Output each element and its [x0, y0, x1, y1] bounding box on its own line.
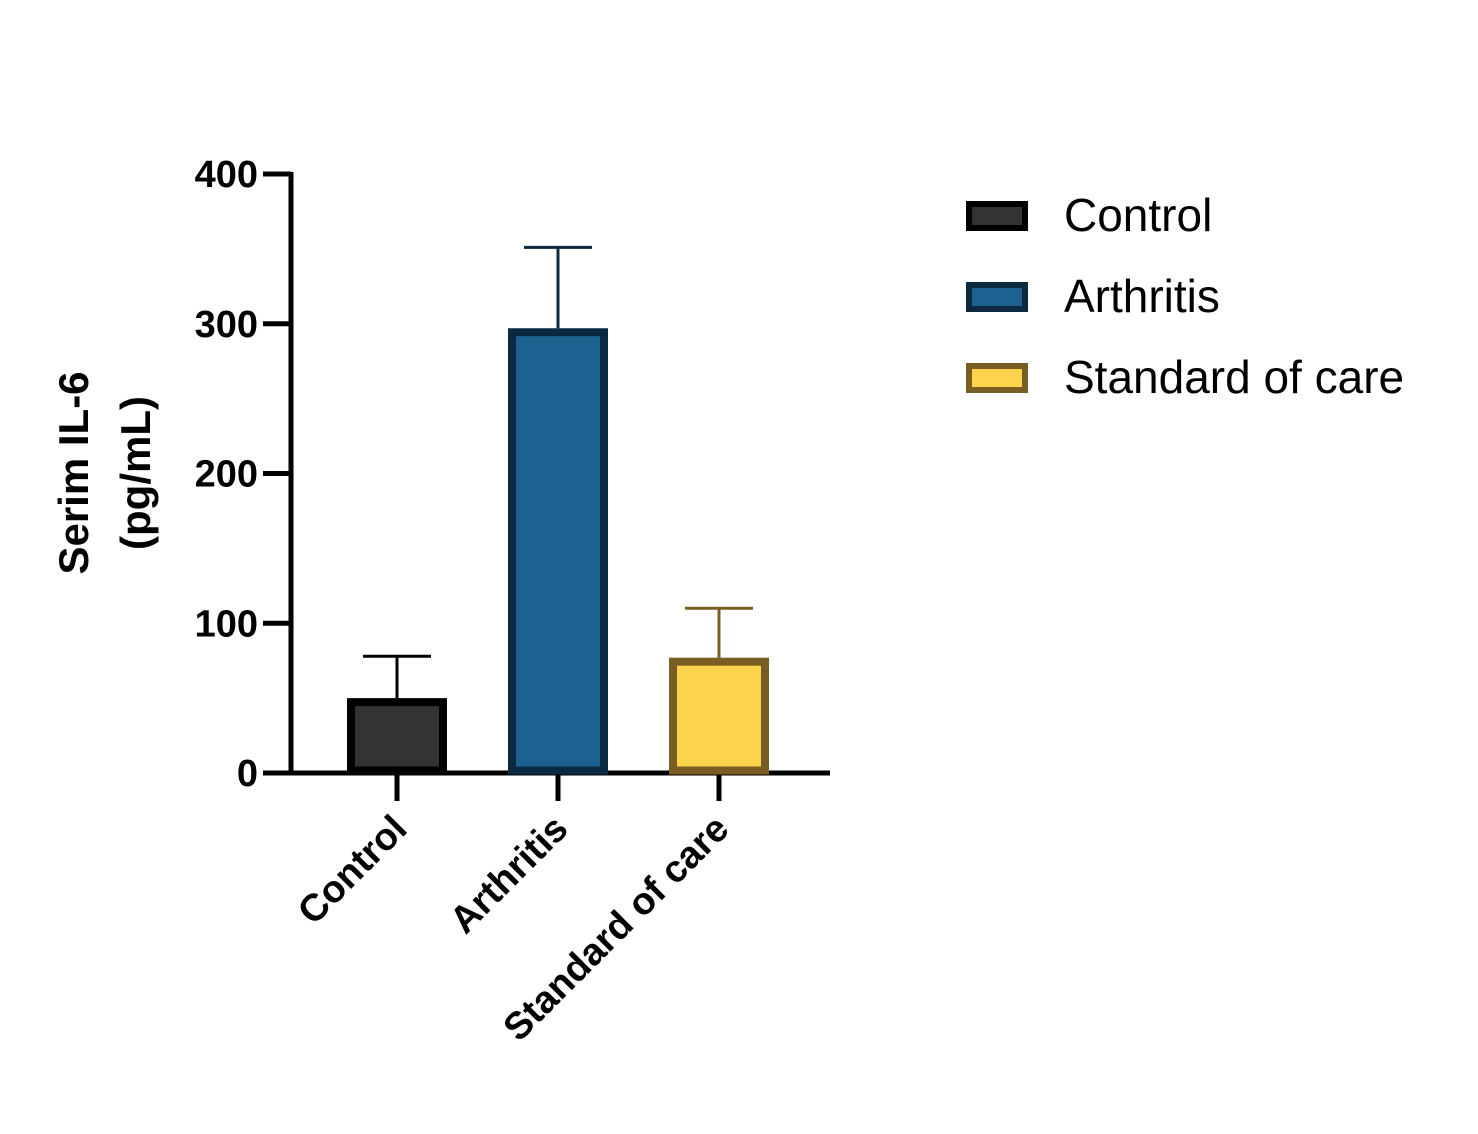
y-tick-label: 200 [195, 454, 258, 496]
x-tick-label: Arthritis [442, 808, 576, 942]
y-tick-label: 100 [195, 603, 258, 645]
y-axis-title-line2: (pg/mL) [112, 396, 159, 550]
legend-label: Control [1064, 189, 1212, 241]
bar-control [347, 698, 447, 775]
legend: Control Arthritis Standard of care [966, 189, 1404, 403]
y-tick-label: 300 [195, 304, 258, 346]
y-axis-title: Serim IL-6 (pg/mL) [50, 371, 159, 574]
legend-swatch [966, 363, 1028, 393]
legend-label: Standard of care [1064, 351, 1404, 403]
bar-arthritis [508, 328, 608, 775]
bars [347, 328, 769, 775]
x-tick-label: Control [290, 808, 415, 933]
y-tick-label: 0 [237, 753, 258, 795]
error-bars [363, 245, 753, 699]
bar-standard-of-care [669, 657, 769, 775]
legend-label: Arthritis [1064, 270, 1220, 322]
y-tick-label: 400 [195, 154, 258, 196]
legend-swatch [966, 201, 1028, 231]
y-axis-title-line1: Serim IL-6 [50, 371, 97, 574]
legend-swatch [966, 282, 1028, 312]
y-axis: 0 100 200 300 400 [195, 154, 294, 795]
